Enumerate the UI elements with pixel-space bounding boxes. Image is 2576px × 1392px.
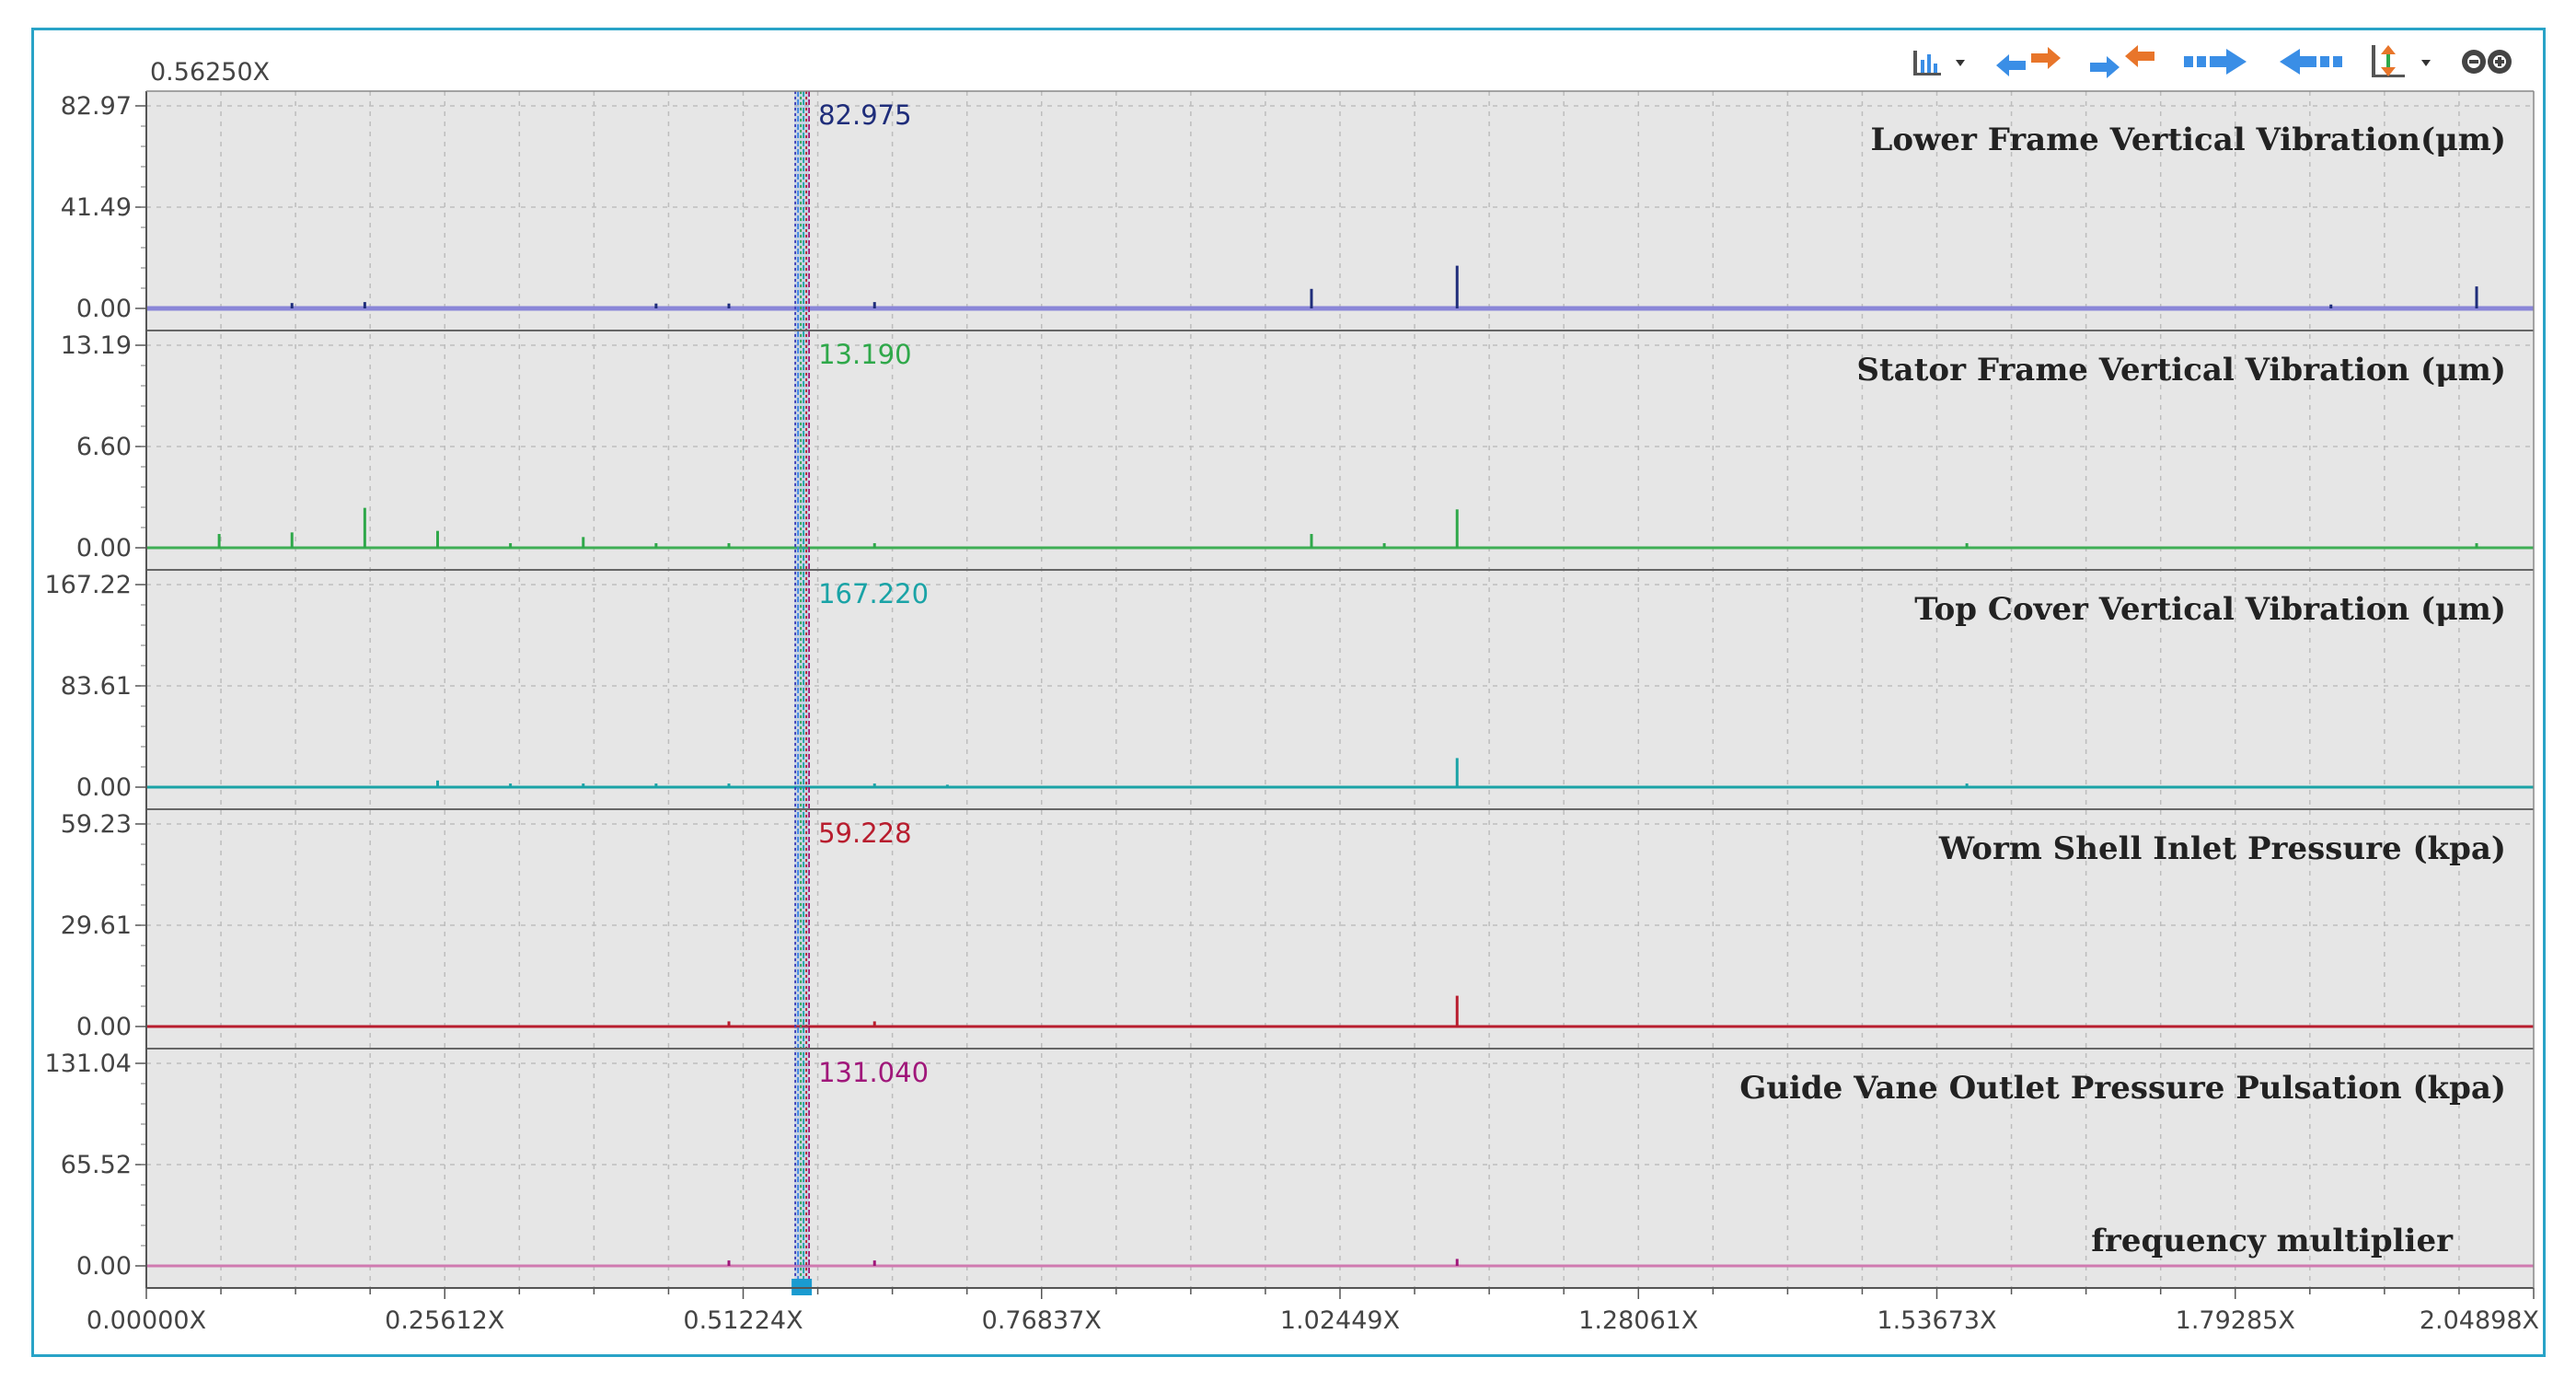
y-tick-label: 29.61 — [61, 911, 132, 940]
vertical-scale-icon — [2372, 45, 2431, 77]
cursor-value: 13.190 — [818, 339, 911, 370]
chart-options-button[interactable] — [1910, 41, 1970, 82]
y-tick-label: 82.97 — [61, 92, 132, 121]
x-axis-label: frequency multiplier — [2091, 1223, 2454, 1259]
zoom-icon — [2462, 50, 2512, 74]
chart-window: 0.00000X 0.25612X 0.51224X 0.76837X 1.02449X… — [31, 28, 2546, 1357]
y-tick-label: 167.22 — [45, 571, 132, 599]
panel-title: Lower Frame Vertical Vibration(μm) — [1870, 122, 2506, 158]
x-tick-label: 1.53673X — [1877, 1306, 1996, 1335]
y-tick-label: 13.19 — [61, 331, 132, 360]
y-tick-label: 0.00 — [76, 295, 132, 323]
x-tick-label: 0.25612X — [385, 1306, 504, 1335]
cursor-value: 59.228 — [818, 818, 911, 849]
shift-right-icon — [2184, 49, 2247, 75]
cursor-x-readout: 0.56250X — [150, 58, 270, 87]
zoom-button[interactable] — [2458, 41, 2515, 82]
panel-title: Worm Shell Inlet Pressure (kpa) — [1938, 830, 2506, 867]
x-tick-label: 0.00000X — [87, 1306, 206, 1335]
panel-title: Top Cover Vertical Vibration (μm) — [1914, 591, 2506, 628]
y-tick-label: 0.00 — [76, 1013, 132, 1041]
x-tick-label: 1.02449X — [1280, 1306, 1400, 1335]
y-tick-label: 131.04 — [45, 1050, 132, 1078]
x-tick-label: 0.51224X — [683, 1306, 803, 1335]
cursor-value: 82.975 — [818, 99, 911, 131]
shift-left-icon — [2280, 49, 2342, 75]
y-tick-label: 83.61 — [61, 672, 132, 701]
chart-toolbar — [1910, 41, 2515, 82]
shift-left-button[interactable] — [2274, 41, 2346, 82]
cursor-value: 131.040 — [818, 1057, 929, 1088]
x-tick-label: 1.79285X — [2176, 1306, 2295, 1335]
compress-horizontal-icon — [2090, 45, 2154, 78]
y-tick-label: 0.00 — [76, 534, 132, 563]
compress-horizontal-button[interactable] — [2086, 41, 2158, 82]
chevron-down-icon — [1956, 60, 1965, 66]
y-tick-label: 41.49 — [61, 193, 132, 222]
y-tick-label: 65.52 — [61, 1151, 132, 1179]
panel-title: Stator Frame Vertical Vibration (μm) — [1856, 352, 2506, 389]
order-spectrum-chart[interactable]: 0.00000X 0.25612X 0.51224X 0.76837X 1.02449X… — [34, 30, 2543, 1354]
expand-horizontal-icon — [1996, 47, 2061, 76]
x-tick-label: 0.76837X — [982, 1306, 1102, 1335]
x-tick-label: 1.28061X — [1578, 1306, 1698, 1335]
chart-options-icon — [1913, 51, 1965, 75]
x-tick-label: 2.04898X — [2420, 1306, 2539, 1335]
y-tick-label: 6.60 — [76, 433, 132, 461]
expand-horizontal-button[interactable] — [1993, 41, 2064, 82]
y-tick-label: 59.23 — [61, 810, 132, 839]
vertical-scale-button[interactable] — [2368, 41, 2436, 82]
shift-right-button[interactable] — [2180, 41, 2252, 82]
cursor-value: 167.220 — [818, 578, 929, 609]
y-tick-label: 0.00 — [76, 773, 132, 802]
chevron-down-icon — [2421, 60, 2431, 66]
y-tick-label: 0.00 — [76, 1252, 132, 1281]
panel-title: Guide Vane Outlet Pressure Pulsation (kp… — [1739, 1070, 2506, 1107]
